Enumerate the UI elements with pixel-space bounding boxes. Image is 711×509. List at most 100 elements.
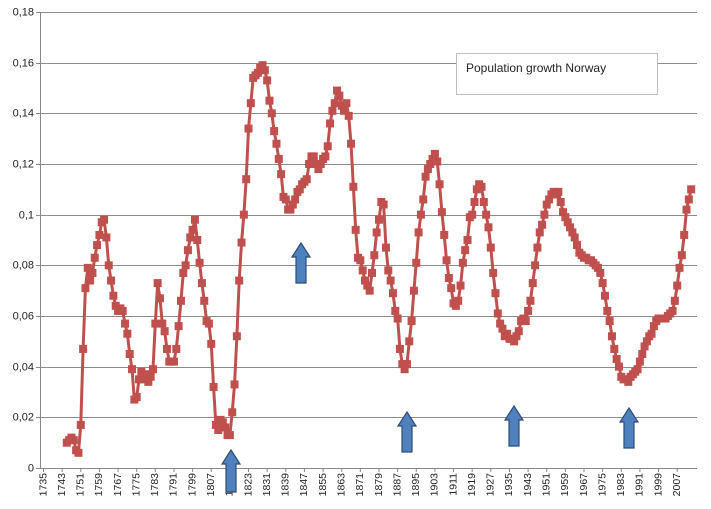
marker [528, 279, 537, 288]
x-tick-label: 1735 [37, 473, 49, 497]
marker [414, 228, 423, 237]
chart-title: Population growth Norway [466, 61, 606, 75]
marker [489, 268, 498, 277]
marker [146, 372, 155, 381]
marker [86, 276, 95, 285]
marker [391, 306, 400, 315]
arrow [290, 241, 312, 284]
marker [104, 261, 113, 270]
marker [367, 268, 376, 277]
marker [614, 362, 623, 371]
marker [188, 225, 197, 234]
x-tick-label: 1919 [466, 473, 478, 497]
arrow [503, 404, 525, 447]
x-tick-label: 1839 [280, 473, 292, 497]
marker [372, 228, 381, 237]
marker [540, 210, 549, 219]
marker [181, 261, 190, 270]
marker [603, 306, 612, 315]
y-tick-label: 0,08 [13, 259, 34, 271]
x-tick-label: 1903 [429, 473, 441, 497]
x-tick-label: 2007 [671, 473, 683, 497]
marker [593, 263, 602, 272]
marker [531, 261, 540, 270]
x-tick-label: 1855 [317, 473, 329, 497]
y-tick-label: 0,02 [13, 411, 34, 423]
marker [484, 223, 493, 232]
marker [183, 246, 192, 255]
marker [566, 223, 575, 232]
marker [312, 160, 321, 168]
marker [128, 365, 137, 374]
marker [258, 61, 267, 70]
marker [337, 101, 346, 110]
marker [111, 301, 120, 310]
marker [230, 380, 239, 389]
marker [395, 344, 404, 353]
marker [342, 99, 351, 108]
marker [677, 251, 686, 260]
marker [454, 296, 463, 305]
marker [330, 99, 339, 108]
marker [638, 350, 647, 358]
marker [421, 172, 430, 181]
x-tick-label: 1927 [485, 473, 497, 497]
marker [428, 154, 437, 163]
x-tick-label: 1847 [298, 473, 310, 497]
marker [647, 329, 656, 338]
marker [605, 317, 614, 326]
y-tick-label: 0,16 [13, 57, 34, 69]
marker [265, 96, 274, 105]
x-tick-label: 1951 [541, 473, 553, 497]
marker [393, 314, 402, 323]
marker [123, 329, 132, 338]
x-tick-label: 1999 [652, 473, 664, 497]
x-tick-label: 1879 [373, 473, 385, 497]
marker [451, 301, 460, 310]
marker [463, 236, 472, 244]
x-tick-label: 1975 [596, 473, 608, 497]
marker [370, 251, 379, 260]
y-tick-label: 0,14 [13, 107, 34, 119]
marker [90, 253, 99, 262]
marker [624, 377, 633, 386]
marker [340, 106, 349, 115]
marker [237, 238, 246, 247]
marker [533, 243, 542, 252]
y-tick-label: 0,1 [19, 209, 34, 221]
y-tick-label: 0,18 [13, 6, 34, 18]
marker [673, 281, 682, 290]
marker [109, 291, 118, 300]
marker [503, 329, 512, 338]
marker [69, 436, 78, 445]
marker [402, 360, 411, 369]
marker [125, 350, 134, 358]
marker [326, 119, 335, 128]
x-tick-label: 1863 [335, 473, 347, 497]
marker [221, 423, 230, 432]
x-tick-label: 1799 [186, 473, 198, 497]
marker [93, 241, 102, 250]
marker [670, 296, 679, 305]
marker [107, 276, 116, 285]
arrow [618, 406, 640, 449]
marker [190, 215, 199, 224]
y-tick-label: 0,12 [13, 158, 34, 170]
marker [144, 377, 153, 386]
marker [100, 215, 109, 224]
marker [270, 127, 279, 136]
marker [139, 375, 148, 384]
arrow [220, 448, 242, 493]
marker [384, 266, 393, 275]
x-tick-label: 1887 [391, 473, 403, 497]
marker [333, 86, 342, 95]
marker [405, 337, 414, 346]
marker [335, 91, 344, 100]
marker [430, 149, 439, 158]
marker [204, 319, 213, 328]
marker [200, 296, 209, 305]
marker [440, 230, 449, 239]
x-tick-label: 1895 [410, 473, 422, 497]
marker [365, 286, 374, 295]
marker [388, 289, 397, 298]
